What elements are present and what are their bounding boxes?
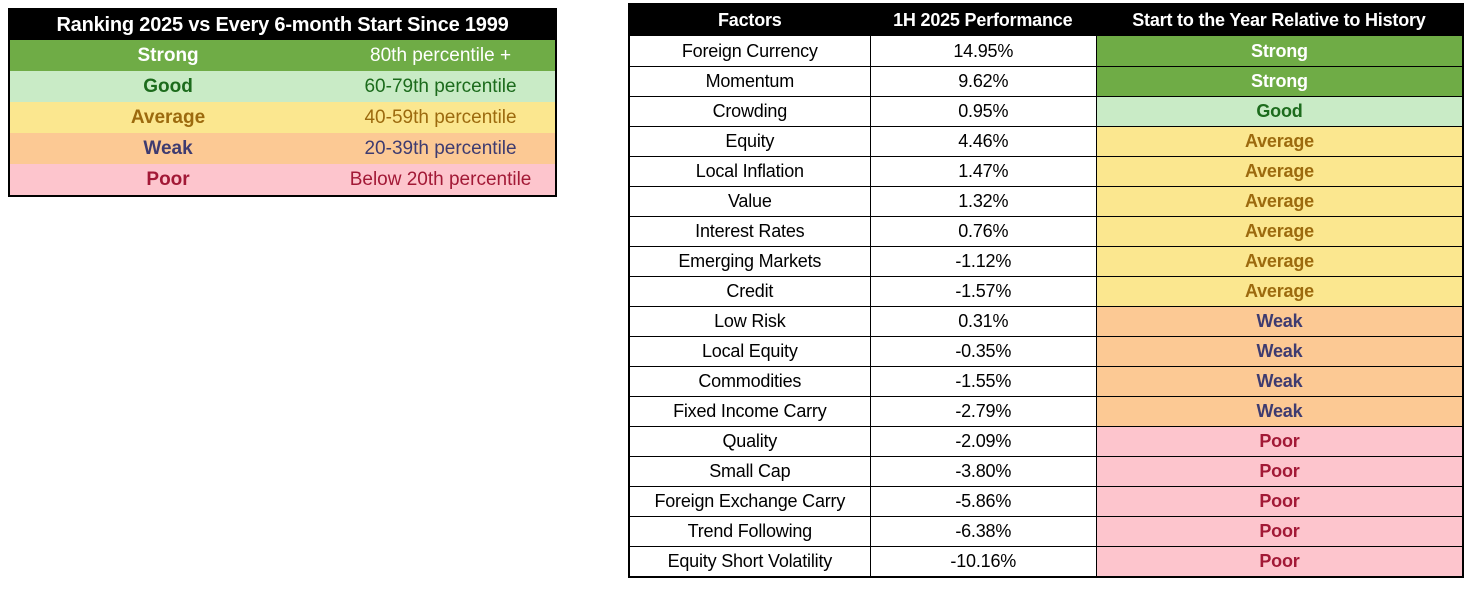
performance-cell: 0.76% [869,217,1096,246]
legend-percentile-range: 60-79th percentile [364,75,517,97]
performance-cell: -5.86% [869,487,1096,516]
column-header-relative-history: Start to the Year Relative to History [1132,10,1426,30]
legend-row-weak: Weak 20-39th percentile [10,133,555,164]
factor-name-cell: Emerging Markets [630,247,870,276]
ranking-legend-title: Ranking 2025 vs Every 6-month Start Sinc… [10,10,555,40]
factor-name-cell: Quality [630,427,870,456]
rating-cell: Average [1095,247,1462,276]
legend-rating-label: Poor [146,168,190,190]
rating-cell: Average [1095,187,1462,216]
factor-name-cell: Trend Following [630,517,870,546]
table-row: Crowding 0.95% Good [630,96,1462,126]
rating-cell: Good [1095,97,1462,126]
performance-cell: 4.46% [869,127,1096,156]
table-row: Fixed Income Carry -2.79% Weak [630,396,1462,426]
performance-cell: -10.16% [869,547,1096,576]
table-row: Foreign Currency 14.95% Strong [630,36,1462,66]
rating-cell: Strong [1095,36,1462,66]
table-row: Emerging Markets -1.12% Average [630,246,1462,276]
factor-name-cell: Equity [630,127,870,156]
performance-cell: -6.38% [869,517,1096,546]
table-row: Equity Short Volatility -10.16% Poor [630,546,1462,576]
rating-cell: Average [1095,127,1462,156]
table-row: Commodities -1.55% Weak [630,366,1462,396]
table-row: Local Equity -0.35% Weak [630,336,1462,366]
table-row: Credit -1.57% Average [630,276,1462,306]
column-header-performance: 1H 2025 Performance [893,10,1073,30]
factor-performance-table: Factors 1H 2025 Performance Start to the… [628,3,1464,578]
rating-cell: Poor [1095,487,1462,516]
performance-cell: -2.09% [869,427,1096,456]
rating-cell: Poor [1095,517,1462,546]
factor-name-cell: Foreign Currency [630,36,870,66]
factor-name-cell: Fixed Income Carry [630,397,870,426]
legend-rating-label: Average [130,106,206,128]
factor-name-cell: Interest Rates [630,217,870,246]
performance-cell: -3.80% [869,457,1096,486]
legend-row-strong: Strong 80th percentile + [10,40,555,71]
legend-rows: Strong 80th percentile + Good 60-79th perce… [10,40,555,195]
legend-row-good: Good 60-79th percentile [10,71,555,102]
table-row: Low Risk 0.31% Weak [630,306,1462,336]
factor-name-cell: Local Inflation [630,157,870,186]
table-row: Foreign Exchange Carry -5.86% Poor [630,486,1462,516]
rating-cell: Average [1095,277,1462,306]
legend-percentile-range: 40-59th percentile [364,106,517,128]
legend-percentile-range: 20-39th percentile [364,137,517,159]
factor-name-cell: Foreign Exchange Carry [630,487,870,516]
table-row: Quality -2.09% Poor [630,426,1462,456]
rating-cell: Poor [1095,547,1462,576]
performance-cell: -1.57% [869,277,1096,306]
performance-cell: 0.31% [869,307,1096,336]
table-row: Interest Rates 0.76% Average [630,216,1462,246]
legend-row-average: Average 40-59th percentile [10,102,555,133]
factor-name-cell: Crowding [630,97,870,126]
factor-name-cell: Small Cap [630,457,870,486]
performance-cell: -0.35% [869,337,1096,366]
legend-percentile-range: Below 20th percentile [349,168,532,190]
factor-name-cell: Commodities [630,367,870,396]
rating-cell: Poor [1095,427,1462,456]
ranking-legend-table: Ranking 2025 vs Every 6-month Start Sinc… [8,8,557,197]
table-row: Momentum 9.62% Strong [630,66,1462,96]
performance-cell: -1.55% [869,367,1096,396]
factor-name-cell: Low Risk [630,307,870,336]
performance-cell: 9.62% [869,67,1096,96]
performance-cell: 1.47% [869,157,1096,186]
factor-name-cell: Credit [630,277,870,306]
table-row: Trend Following -6.38% Poor [630,516,1462,546]
rating-cell: Average [1095,157,1462,186]
rating-cell: Poor [1095,457,1462,486]
factor-table-body: Foreign Currency 14.95% Strong Momentum 9.62… [630,36,1462,576]
factor-name-cell: Local Equity [630,337,870,366]
table-row: Local Inflation 1.47% Average [630,156,1462,186]
performance-cell: -1.12% [869,247,1096,276]
performance-cell: 1.32% [869,187,1096,216]
rating-cell: Strong [1095,67,1462,96]
legend-rating-label: Strong [137,44,199,66]
legend-percentile-range: 80th percentile + [370,44,512,66]
rating-cell: Weak [1095,337,1462,366]
factor-name-cell: Value [630,187,870,216]
rating-cell: Average [1095,217,1462,246]
column-header-factors: Factors [717,10,782,30]
factor-table-header-row: Factors 1H 2025 Performance Start to the… [630,5,1462,36]
table-row: Equity 4.46% Average [630,126,1462,156]
rating-cell: Weak [1095,397,1462,426]
table-row: Value 1.32% Average [630,186,1462,216]
factor-name-cell: Equity Short Volatility [630,547,870,576]
table-row: Small Cap -3.80% Poor [630,456,1462,486]
performance-cell: -2.79% [869,397,1096,426]
rating-cell: Weak [1095,307,1462,336]
legend-row-poor: Poor Below 20th percentile [10,164,555,195]
legend-rating-label: Good [143,75,193,97]
factor-name-cell: Momentum [630,67,870,96]
legend-rating-label: Weak [143,137,193,159]
rating-cell: Weak [1095,367,1462,396]
performance-cell: 0.95% [869,97,1096,126]
performance-cell: 14.95% [869,36,1096,66]
